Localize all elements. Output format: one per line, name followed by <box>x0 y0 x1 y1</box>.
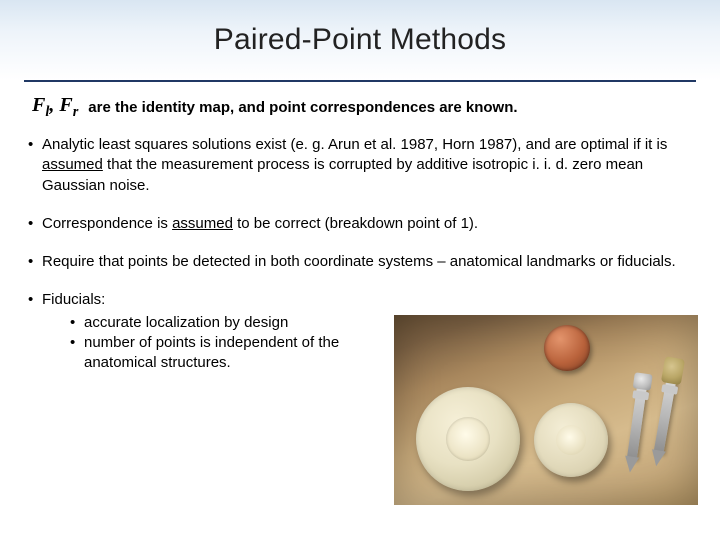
b2-post: to be correct (breakdown point of 1). <box>233 215 478 232</box>
fiducial-screw-2 <box>654 379 677 454</box>
sym-comma: , <box>49 94 59 116</box>
b2-pre: Correspondence is <box>42 215 172 232</box>
fiducial-disc-large <box>416 387 520 491</box>
fiducials-sub-1: accurate localization by design <box>70 313 402 333</box>
screw-collar <box>632 390 649 400</box>
screw-collar <box>661 384 678 395</box>
fiducial-disc-medium <box>534 403 608 477</box>
coin-icon <box>544 325 590 371</box>
sym-F2: F <box>59 94 72 116</box>
fiducial-screw-1 <box>627 385 647 460</box>
fiducials-photo <box>394 315 698 505</box>
b1-under: assumed <box>42 156 103 173</box>
screw-head-icon <box>661 356 685 385</box>
bullet-fiducials: Fiducials: accurate localization by desi… <box>28 290 402 373</box>
slide: Paired-Point Methods Fl, Fr are the iden… <box>0 0 720 540</box>
slide-title: Paired-Point Methods <box>214 23 507 57</box>
sym-F1: F <box>32 94 45 116</box>
b1-post: that the measurement process is corrupte… <box>42 156 643 193</box>
intro-row: Fl, Fr are the identity map, and point c… <box>28 94 692 121</box>
bullet-3: Require that points be detected in both … <box>28 252 692 272</box>
b2-under: assumed <box>172 215 233 232</box>
b3-text: Require that points be detected in both … <box>42 253 676 270</box>
screw-head-icon <box>633 372 653 390</box>
bullet-1: Analytic least squares solutions exist (… <box>28 135 692 196</box>
b1-pre: Analytic least squares solutions exist (… <box>42 136 667 153</box>
screw-tip-icon <box>623 456 639 474</box>
math-symbols: Fl, Fr <box>32 94 78 121</box>
title-band: Paired-Point Methods <box>0 0 720 80</box>
fiducials-sublist: accurate localization by design number o… <box>42 313 402 374</box>
fiducials-sub-2: number of points is independent of the a… <box>70 333 402 374</box>
bullet-2: Correspondence is assumed to be correct … <box>28 214 692 234</box>
fiducials-label: Fiducials: <box>42 291 105 308</box>
intro-text: are the identity map, and point correspo… <box>88 99 517 116</box>
screw-tip-icon <box>649 449 666 467</box>
sym-r: r <box>73 104 79 120</box>
